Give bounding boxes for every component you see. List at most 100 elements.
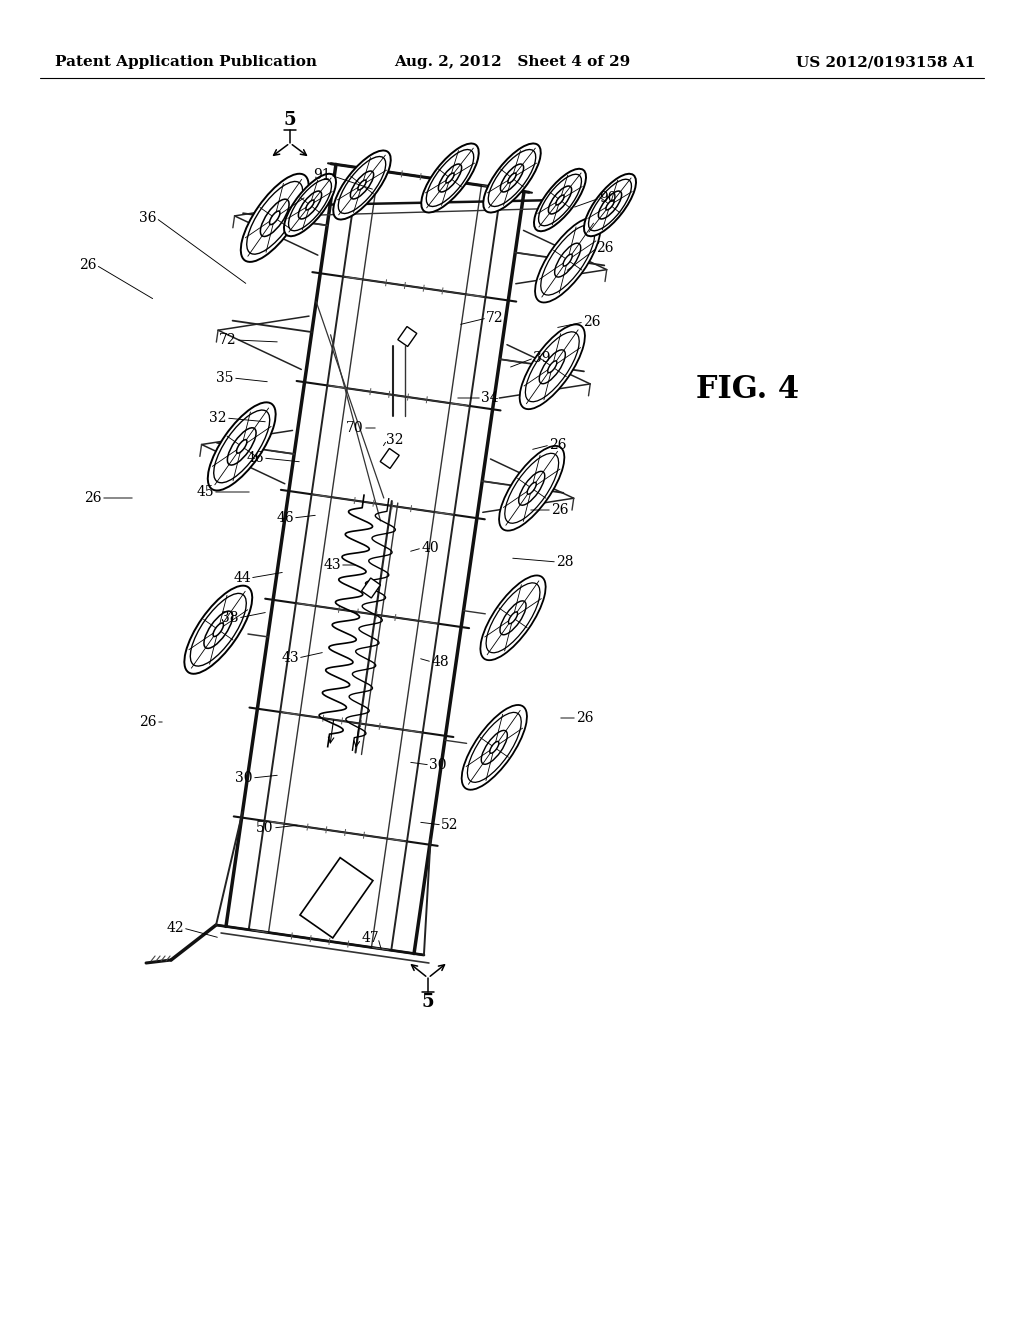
- Text: 47: 47: [361, 931, 379, 945]
- Ellipse shape: [462, 705, 527, 789]
- Ellipse shape: [208, 403, 275, 491]
- Text: 26: 26: [84, 491, 101, 506]
- Ellipse shape: [480, 576, 546, 660]
- Text: 40: 40: [421, 541, 439, 554]
- Ellipse shape: [445, 173, 454, 183]
- Text: 91: 91: [313, 168, 331, 182]
- Text: 5: 5: [284, 111, 296, 129]
- Ellipse shape: [563, 255, 572, 267]
- Ellipse shape: [549, 186, 571, 214]
- Bar: [397, 326, 417, 347]
- Ellipse shape: [184, 586, 252, 673]
- Text: 46: 46: [276, 511, 294, 525]
- Ellipse shape: [306, 201, 314, 210]
- Ellipse shape: [289, 180, 332, 231]
- Ellipse shape: [284, 174, 336, 236]
- Ellipse shape: [527, 482, 537, 494]
- Ellipse shape: [509, 612, 517, 624]
- Ellipse shape: [556, 195, 564, 205]
- Text: FIG. 4: FIG. 4: [696, 375, 800, 405]
- Text: 26: 26: [551, 503, 568, 517]
- Text: 35: 35: [216, 371, 233, 385]
- Text: 44: 44: [233, 572, 251, 585]
- Text: 72: 72: [486, 312, 504, 325]
- Text: 32: 32: [386, 433, 403, 447]
- Ellipse shape: [598, 191, 622, 219]
- Ellipse shape: [519, 471, 545, 506]
- Ellipse shape: [438, 164, 462, 191]
- Ellipse shape: [541, 226, 595, 296]
- Ellipse shape: [358, 180, 367, 190]
- Ellipse shape: [338, 157, 386, 214]
- Ellipse shape: [488, 149, 536, 206]
- Text: Aug. 2, 2012   Sheet 4 of 29: Aug. 2, 2012 Sheet 4 of 29: [394, 55, 630, 69]
- Text: 5: 5: [422, 993, 434, 1011]
- Text: 43: 43: [282, 651, 299, 665]
- Ellipse shape: [204, 611, 232, 648]
- Text: 34: 34: [481, 391, 499, 405]
- Ellipse shape: [525, 331, 580, 401]
- Text: 42: 42: [166, 921, 184, 935]
- Ellipse shape: [501, 164, 523, 191]
- Ellipse shape: [508, 173, 516, 183]
- Ellipse shape: [241, 174, 308, 261]
- Bar: [361, 578, 381, 598]
- Ellipse shape: [483, 144, 541, 213]
- Ellipse shape: [214, 411, 269, 483]
- Ellipse shape: [584, 174, 636, 236]
- Ellipse shape: [481, 730, 507, 764]
- Ellipse shape: [540, 350, 565, 384]
- Text: 26: 26: [584, 315, 601, 329]
- Ellipse shape: [350, 172, 374, 199]
- Text: 32: 32: [209, 411, 226, 425]
- Text: 38: 38: [221, 611, 239, 624]
- Text: 70: 70: [346, 421, 364, 436]
- Ellipse shape: [213, 623, 223, 636]
- Text: 28: 28: [556, 554, 573, 569]
- Text: 72: 72: [219, 333, 237, 347]
- Ellipse shape: [536, 218, 600, 302]
- Text: 50: 50: [256, 821, 273, 836]
- Ellipse shape: [421, 144, 479, 213]
- Text: Patent Application Publication: Patent Application Publication: [55, 55, 317, 69]
- Text: 26: 26: [79, 257, 96, 272]
- Ellipse shape: [500, 601, 526, 635]
- Ellipse shape: [486, 583, 540, 653]
- Text: 26: 26: [596, 242, 613, 255]
- Text: 46: 46: [246, 451, 264, 465]
- Ellipse shape: [467, 713, 521, 783]
- Ellipse shape: [333, 150, 391, 219]
- Ellipse shape: [298, 191, 322, 219]
- Text: 43: 43: [324, 558, 341, 572]
- Ellipse shape: [247, 181, 303, 255]
- Text: 26: 26: [577, 711, 594, 725]
- Text: US 2012/0193158 A1: US 2012/0193158 A1: [796, 55, 975, 69]
- Text: 90: 90: [599, 191, 616, 205]
- Ellipse shape: [539, 174, 582, 226]
- Text: 26: 26: [549, 438, 566, 451]
- Ellipse shape: [190, 594, 247, 667]
- Text: 48: 48: [431, 655, 449, 669]
- Ellipse shape: [426, 149, 474, 206]
- Ellipse shape: [606, 201, 614, 210]
- Text: 45: 45: [197, 484, 214, 499]
- Ellipse shape: [227, 428, 256, 465]
- Ellipse shape: [555, 243, 581, 277]
- Text: 30: 30: [429, 758, 446, 772]
- Ellipse shape: [499, 446, 564, 531]
- Text: 30: 30: [236, 771, 253, 785]
- Ellipse shape: [534, 169, 586, 231]
- Ellipse shape: [237, 440, 247, 453]
- Ellipse shape: [260, 199, 289, 236]
- Ellipse shape: [548, 360, 557, 372]
- Text: 36: 36: [139, 211, 157, 224]
- Ellipse shape: [505, 453, 559, 523]
- Ellipse shape: [489, 742, 499, 754]
- Ellipse shape: [519, 325, 585, 409]
- Text: 39: 39: [534, 351, 551, 366]
- Text: 52: 52: [441, 818, 459, 832]
- Bar: [300, 858, 373, 939]
- Ellipse shape: [589, 180, 632, 231]
- Text: 26: 26: [139, 715, 157, 729]
- Ellipse shape: [269, 211, 280, 224]
